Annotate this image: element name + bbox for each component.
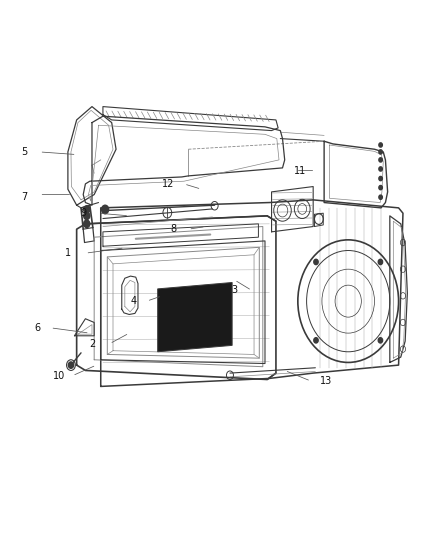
Circle shape [314,338,318,343]
Circle shape [378,338,383,343]
Text: 10: 10 [53,371,65,381]
Text: 4: 4 [131,296,137,306]
Circle shape [84,206,90,213]
Circle shape [84,220,90,228]
Text: 1: 1 [65,248,71,258]
Circle shape [379,158,382,162]
Text: 13: 13 [320,376,332,386]
Polygon shape [158,282,232,352]
Text: 8: 8 [170,224,176,234]
Text: 6: 6 [34,323,40,333]
Text: 3: 3 [231,286,237,295]
Circle shape [314,259,318,264]
Circle shape [379,195,382,199]
Text: 12: 12 [162,179,175,189]
Circle shape [378,259,383,264]
Circle shape [379,176,382,181]
Circle shape [102,205,109,214]
Circle shape [379,143,382,147]
Text: 5: 5 [21,147,27,157]
Circle shape [68,362,74,368]
Circle shape [379,167,382,171]
Text: 9: 9 [80,208,86,218]
Circle shape [379,150,382,154]
Circle shape [379,185,382,190]
Text: 7: 7 [21,192,27,202]
Circle shape [84,212,90,220]
Text: 2: 2 [89,339,95,349]
Text: 11: 11 [294,166,306,175]
